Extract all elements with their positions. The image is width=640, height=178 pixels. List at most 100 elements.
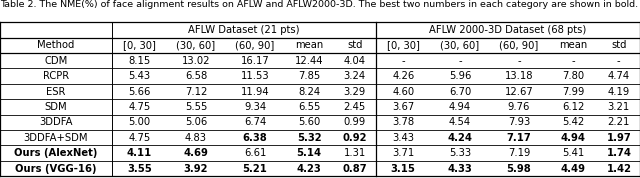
Text: -: -	[617, 56, 621, 66]
Text: 5.21: 5.21	[243, 164, 268, 174]
Text: 5.66: 5.66	[128, 87, 150, 96]
Text: -: -	[401, 56, 405, 66]
Text: 3DDFA: 3DDFA	[39, 117, 73, 127]
Text: 4.83: 4.83	[185, 133, 207, 143]
Text: 6.58: 6.58	[185, 71, 207, 81]
Text: 6.55: 6.55	[298, 102, 320, 112]
Text: 5.43: 5.43	[128, 71, 150, 81]
Text: 4.04: 4.04	[344, 56, 366, 66]
Text: 3.29: 3.29	[344, 87, 366, 96]
Text: 6.12: 6.12	[562, 102, 584, 112]
Text: CDM: CDM	[44, 56, 68, 66]
Text: 12.67: 12.67	[504, 87, 533, 96]
Text: AFLW 2000-3D Dataset (68 pts): AFLW 2000-3D Dataset (68 pts)	[429, 25, 587, 35]
Text: (30, 60]: (30, 60]	[177, 40, 216, 50]
Text: [0, 30]: [0, 30]	[123, 40, 156, 50]
Text: 5.96: 5.96	[449, 71, 471, 81]
Text: 7.85: 7.85	[298, 71, 320, 81]
Text: 0.92: 0.92	[342, 133, 367, 143]
Text: Ours (VGG-16): Ours (VGG-16)	[15, 164, 97, 174]
Text: 5.41: 5.41	[562, 148, 584, 158]
Text: mean: mean	[295, 40, 323, 50]
Text: 7.80: 7.80	[562, 71, 584, 81]
Text: 9.76: 9.76	[508, 102, 530, 112]
Text: 1.74: 1.74	[606, 148, 631, 158]
Text: 6.70: 6.70	[449, 87, 471, 96]
Text: 5.42: 5.42	[562, 117, 584, 127]
Text: -: -	[458, 56, 462, 66]
Text: 2.21: 2.21	[607, 117, 630, 127]
Text: 4.75: 4.75	[128, 133, 150, 143]
Text: 4.94: 4.94	[449, 102, 471, 112]
Text: std: std	[347, 40, 362, 50]
Text: 3.24: 3.24	[344, 71, 366, 81]
Text: 4.33: 4.33	[447, 164, 472, 174]
Text: 4.24: 4.24	[447, 133, 472, 143]
Text: 3.71: 3.71	[392, 148, 414, 158]
Text: 4.11: 4.11	[127, 148, 152, 158]
Text: (60, 90]: (60, 90]	[236, 40, 275, 50]
Text: std: std	[611, 40, 627, 50]
Text: 3.67: 3.67	[392, 102, 414, 112]
Text: 4.49: 4.49	[561, 164, 586, 174]
Text: 8.15: 8.15	[128, 56, 150, 66]
Text: 1.97: 1.97	[607, 133, 631, 143]
Text: 6.38: 6.38	[243, 133, 268, 143]
Text: 4.69: 4.69	[184, 148, 209, 158]
Text: 7.19: 7.19	[508, 148, 530, 158]
Text: 5.55: 5.55	[185, 102, 207, 112]
Text: 13.02: 13.02	[182, 56, 210, 66]
Text: 11.53: 11.53	[241, 71, 269, 81]
Text: AFLW Dataset (21 pts): AFLW Dataset (21 pts)	[188, 25, 300, 35]
Text: mean: mean	[559, 40, 587, 50]
Text: 12.44: 12.44	[295, 56, 323, 66]
Text: 9.34: 9.34	[244, 102, 266, 112]
Text: 3.78: 3.78	[392, 117, 414, 127]
Text: -: -	[572, 56, 575, 66]
Text: 5.98: 5.98	[507, 164, 531, 174]
Text: 4.60: 4.60	[392, 87, 414, 96]
Text: 3DDFA+SDM: 3DDFA+SDM	[24, 133, 88, 143]
Text: 3.21: 3.21	[608, 102, 630, 112]
Text: 5.14: 5.14	[296, 148, 321, 158]
Text: 6.61: 6.61	[244, 148, 266, 158]
Text: 3.43: 3.43	[392, 133, 414, 143]
Text: 5.60: 5.60	[298, 117, 320, 127]
Text: 1.42: 1.42	[606, 164, 631, 174]
Text: 4.19: 4.19	[608, 87, 630, 96]
Text: 3.15: 3.15	[391, 164, 415, 174]
Text: 2.45: 2.45	[344, 102, 366, 112]
Text: 3.92: 3.92	[184, 164, 208, 174]
Text: (60, 90]: (60, 90]	[499, 40, 539, 50]
Text: 11.94: 11.94	[241, 87, 269, 96]
Text: 7.17: 7.17	[507, 133, 531, 143]
Text: 7.93: 7.93	[508, 117, 530, 127]
Text: RCPR: RCPR	[43, 71, 69, 81]
Text: 3.55: 3.55	[127, 164, 152, 174]
Text: Ours (AlexNet): Ours (AlexNet)	[14, 148, 98, 158]
Text: Method: Method	[37, 40, 75, 50]
Text: 4.26: 4.26	[392, 71, 414, 81]
Text: SDM: SDM	[45, 102, 67, 112]
Text: 7.99: 7.99	[562, 87, 584, 96]
Text: ESR: ESR	[46, 87, 66, 96]
Text: 5.06: 5.06	[185, 117, 207, 127]
Text: 5.32: 5.32	[297, 133, 321, 143]
Text: 13.18: 13.18	[505, 71, 533, 81]
Text: 6.74: 6.74	[244, 117, 266, 127]
Text: 5.33: 5.33	[449, 148, 471, 158]
Text: 7.12: 7.12	[185, 87, 207, 96]
Text: 0.87: 0.87	[342, 164, 367, 174]
Text: 5.00: 5.00	[128, 117, 150, 127]
Text: Table 2. The NME(%) of face alignment results on AFLW and AFLW2000-3D. The best : Table 2. The NME(%) of face alignment re…	[0, 0, 638, 9]
Text: 4.23: 4.23	[297, 164, 321, 174]
Text: 4.74: 4.74	[608, 71, 630, 81]
Text: 16.17: 16.17	[241, 56, 269, 66]
Text: -: -	[517, 56, 521, 66]
Text: 4.75: 4.75	[128, 102, 150, 112]
Text: (30, 60]: (30, 60]	[440, 40, 479, 50]
Text: [0, 30]: [0, 30]	[387, 40, 420, 50]
Text: 1.31: 1.31	[344, 148, 366, 158]
Text: 8.24: 8.24	[298, 87, 320, 96]
Text: 0.99: 0.99	[344, 117, 366, 127]
